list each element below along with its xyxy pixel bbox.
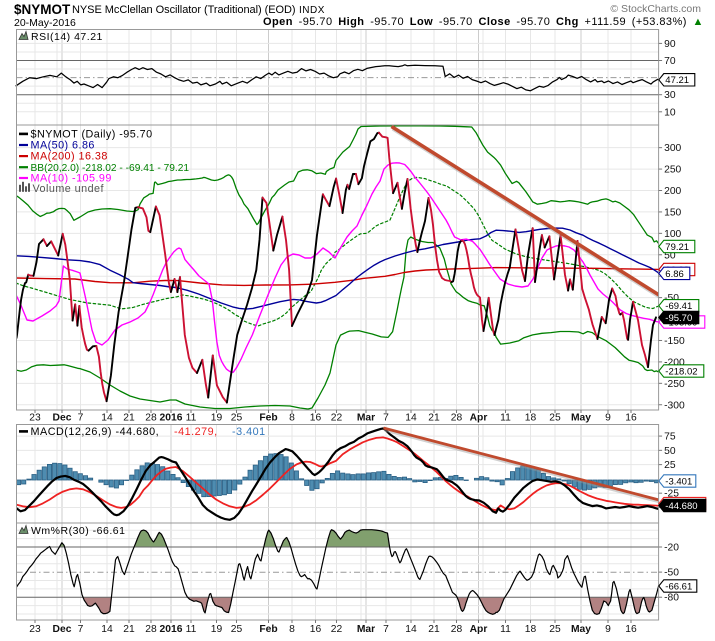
svg-text:-250: -250 bbox=[664, 379, 685, 390]
svg-text:22: 22 bbox=[331, 624, 343, 635]
svg-text:-80: -80 bbox=[664, 593, 679, 604]
svg-text:250: 250 bbox=[664, 165, 681, 176]
svg-text:8: 8 bbox=[289, 624, 295, 635]
svg-text:-3.401: -3.401 bbox=[232, 426, 266, 438]
svg-text:100: 100 bbox=[664, 229, 681, 240]
svg-text:BB(20,2.0) -218.02 - -69.41 -: BB(20,2.0) -218.02 - -69.41 - 79.21 bbox=[31, 163, 190, 174]
svg-text:10: 10 bbox=[664, 107, 676, 118]
svg-text:6.86: 6.86 bbox=[665, 269, 684, 280]
svg-text:22: 22 bbox=[331, 412, 343, 423]
svg-text:25: 25 bbox=[664, 460, 676, 471]
svg-text:25: 25 bbox=[549, 412, 561, 423]
svg-text:23: 23 bbox=[29, 624, 41, 635]
svg-text:18: 18 bbox=[525, 412, 537, 423]
svg-text:11: 11 bbox=[186, 624, 197, 635]
svg-text:-44.680: -44.680 bbox=[665, 501, 697, 512]
svg-text:14: 14 bbox=[101, 624, 113, 635]
svg-text:-66.61: -66.61 bbox=[665, 581, 692, 592]
svg-text:28: 28 bbox=[451, 412, 463, 423]
svg-text:MA(10) -105.99: MA(10) -105.99 bbox=[31, 173, 112, 185]
svg-text:16: 16 bbox=[310, 624, 322, 635]
svg-text:-300: -300 bbox=[664, 400, 685, 411]
svg-text:Wm%R(30) -66.61: Wm%R(30) -66.61 bbox=[31, 525, 125, 537]
svg-text:70: 70 bbox=[664, 56, 676, 67]
svg-text:21: 21 bbox=[123, 412, 135, 423]
svg-text:50: 50 bbox=[664, 250, 676, 261]
svg-text:9: 9 bbox=[605, 412, 611, 423]
svg-text:2016: 2016 bbox=[160, 412, 183, 423]
svg-text:-69.41: -69.41 bbox=[665, 301, 692, 312]
svg-text:-50: -50 bbox=[664, 293, 679, 304]
svg-text:Feb: Feb bbox=[259, 412, 277, 423]
svg-text:25: 25 bbox=[549, 624, 561, 635]
svg-text:16: 16 bbox=[625, 412, 637, 423]
svg-text:7: 7 bbox=[78, 624, 84, 635]
svg-text:300: 300 bbox=[664, 143, 681, 154]
svg-text:MA(50) 6.86: MA(50) 6.86 bbox=[31, 140, 95, 152]
svg-text:Volume undef: Volume undef bbox=[33, 183, 105, 195]
svg-text:9: 9 bbox=[605, 624, 611, 635]
svg-text:25: 25 bbox=[231, 624, 243, 635]
svg-text:Mar: Mar bbox=[357, 624, 375, 635]
svg-text:May: May bbox=[571, 624, 591, 635]
svg-text:-41.279,: -41.279, bbox=[174, 426, 218, 438]
svg-text:14: 14 bbox=[101, 412, 113, 423]
svg-text:23: 23 bbox=[29, 412, 41, 423]
svg-text:21: 21 bbox=[428, 412, 440, 423]
svg-text:-3.401: -3.401 bbox=[665, 476, 692, 487]
svg-text:11: 11 bbox=[500, 412, 511, 423]
svg-text:2016: 2016 bbox=[160, 624, 183, 635]
svg-text:Feb: Feb bbox=[259, 624, 277, 635]
svg-text:25: 25 bbox=[231, 412, 243, 423]
svg-text:11: 11 bbox=[500, 624, 511, 635]
svg-text:-150: -150 bbox=[664, 336, 685, 347]
svg-text:-25: -25 bbox=[664, 489, 679, 500]
svg-text:MACD(12,26,9) -44.680,: MACD(12,26,9) -44.680, bbox=[31, 426, 160, 438]
svg-text:28: 28 bbox=[145, 624, 157, 635]
svg-text:Dec: Dec bbox=[53, 412, 72, 423]
svg-text:150: 150 bbox=[664, 207, 681, 218]
svg-text:90: 90 bbox=[664, 39, 676, 50]
svg-text:Apr: Apr bbox=[470, 412, 488, 423]
svg-text:14: 14 bbox=[405, 412, 417, 423]
svg-text:19: 19 bbox=[211, 624, 223, 635]
svg-text:16: 16 bbox=[625, 624, 637, 635]
svg-text:MA(200) 16.38: MA(200) 16.38 bbox=[31, 151, 108, 163]
svg-text:May: May bbox=[571, 412, 591, 423]
svg-text:11: 11 bbox=[186, 412, 197, 423]
svg-text:30: 30 bbox=[664, 90, 676, 101]
svg-text:-95.70: -95.70 bbox=[665, 313, 692, 324]
svg-text:8: 8 bbox=[289, 412, 295, 423]
svg-text:-200: -200 bbox=[664, 357, 685, 368]
svg-text:$NYMOT (Daily) -95.70: $NYMOT (Daily) -95.70 bbox=[31, 129, 153, 141]
svg-text:50: 50 bbox=[664, 446, 676, 457]
svg-text:19: 19 bbox=[211, 412, 223, 423]
svg-text:7: 7 bbox=[383, 412, 389, 423]
svg-text:28: 28 bbox=[451, 624, 463, 635]
svg-text:Mar: Mar bbox=[357, 412, 375, 423]
svg-text:47.21: 47.21 bbox=[665, 75, 689, 86]
svg-text:21: 21 bbox=[428, 624, 440, 635]
svg-text:79.21: 79.21 bbox=[665, 242, 689, 253]
svg-text:-50: -50 bbox=[664, 568, 679, 579]
svg-text:18: 18 bbox=[525, 624, 537, 635]
svg-text:-218.02: -218.02 bbox=[665, 366, 697, 377]
svg-text:RSI(14) 47.21: RSI(14) 47.21 bbox=[31, 31, 103, 43]
svg-text:7: 7 bbox=[383, 624, 389, 635]
svg-text:7: 7 bbox=[78, 412, 84, 423]
svg-text:200: 200 bbox=[664, 186, 681, 197]
svg-text:Dec: Dec bbox=[53, 624, 72, 635]
svg-text:75: 75 bbox=[664, 432, 676, 443]
svg-text:14: 14 bbox=[405, 624, 417, 635]
svg-text:21: 21 bbox=[123, 624, 135, 635]
svg-text:Apr: Apr bbox=[470, 624, 488, 635]
svg-text:-20: -20 bbox=[664, 543, 679, 554]
svg-text:16: 16 bbox=[310, 412, 322, 423]
svg-text:28: 28 bbox=[145, 412, 157, 423]
